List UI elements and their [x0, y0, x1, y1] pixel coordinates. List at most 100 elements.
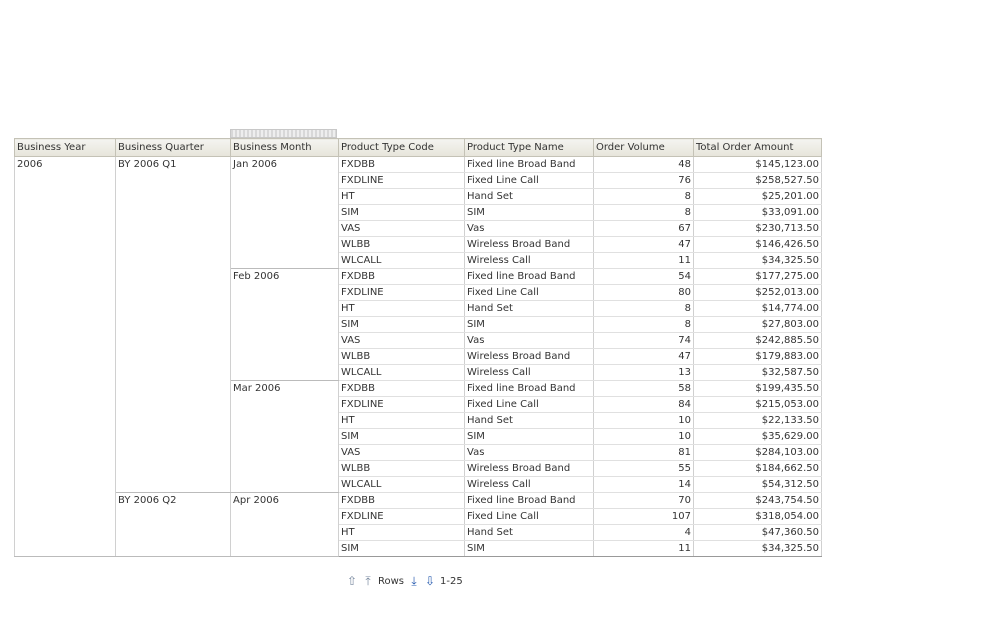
cell-product-type-name: Hand Set: [464, 300, 594, 317]
cell-order-volume: 4: [593, 524, 694, 541]
cell-business-quarter: BY 2006 Q2: [115, 492, 231, 557]
column-header-total-order-amount[interactable]: Total Order Amount: [693, 138, 822, 157]
table-row: VAS Vas 67 $230,713.50: [15, 220, 822, 237]
cell-total-order-amount: $252,013.00: [693, 284, 822, 301]
table-row: VAS Vas 74 $242,885.50: [15, 332, 822, 349]
cell-product-type-name: Wireless Broad Band: [464, 236, 594, 253]
cell-product-type-name: Wireless Call: [464, 364, 594, 381]
cell-total-order-amount: $318,054.00: [693, 508, 822, 525]
cell-product-type-name: Fixed Line Call: [464, 508, 594, 525]
cell-product-type-name: Vas: [464, 444, 594, 461]
cell-product-type-code: HT: [338, 300, 465, 317]
cell-product-type-name: SIM: [464, 540, 594, 557]
table-row: WLCALL Wireless Call 13 $32,587.50: [15, 364, 822, 381]
cell-order-volume: 8: [593, 316, 694, 333]
cell-product-type-code: FXDLINE: [338, 172, 465, 189]
cell-product-type-name: SIM: [464, 428, 594, 445]
cell-total-order-amount: $199,435.50: [693, 380, 822, 397]
table-row: WLBB Wireless Broad Band 47 $179,883.00: [15, 348, 822, 365]
cell-order-volume: 8: [593, 204, 694, 221]
cell-product-type-name: Fixed line Broad Band: [464, 380, 594, 397]
cell-total-order-amount: $27,803.00: [693, 316, 822, 333]
cell-total-order-amount: $47,360.50: [693, 524, 822, 541]
table-row: BY 2006 Q2 Apr 2006 FXDBB Fixed line Broad …: [15, 492, 822, 557]
table-row: SIM SIM 10 $35,629.00: [15, 428, 822, 445]
cell-total-order-amount: $22,133.50: [693, 412, 822, 429]
table-row: WLBB Wireless Broad Band 47 $146,426.50: [15, 236, 822, 253]
cell-product-type-name: SIM: [464, 204, 594, 221]
table-row: SIM SIM 8 $33,091.00: [15, 204, 822, 221]
table-row: FXDLINE Fixed Line Call 76 $258,527.50: [15, 172, 822, 189]
cell-product-type-code: FXDBB: [338, 156, 465, 173]
cell-product-type-name: Wireless Call: [464, 476, 594, 493]
cell-product-type-code: FXDLINE: [338, 284, 465, 301]
cell-product-type-name: Wireless Broad Band: [464, 348, 594, 365]
cell-total-order-amount: $242,885.50: [693, 332, 822, 349]
cell-product-type-code: WLCALL: [338, 364, 465, 381]
page-up-icon[interactable]: ⤒: [365, 574, 371, 588]
cell-order-volume: 11: [593, 252, 694, 269]
cell-business-month: Jan 2006: [230, 156, 339, 269]
cell-order-volume: 74: [593, 332, 694, 349]
column-header-order-volume[interactable]: Order Volume: [593, 138, 694, 157]
table-row: Mar 2006 FXDBB Fixed line Broad Band 58 $199…: [15, 380, 822, 493]
column-header-business-quarter[interactable]: Business Quarter: [115, 138, 231, 157]
cell-total-order-amount: $146,426.50: [693, 236, 822, 253]
cell-product-type-code: VAS: [338, 332, 465, 349]
cell-product-type-code: FXDLINE: [338, 396, 465, 413]
column-header-product-type-name[interactable]: Product Type Name: [464, 138, 594, 157]
cell-total-order-amount: $32,587.50: [693, 364, 822, 381]
cell-product-type-name: Hand Set: [464, 188, 594, 205]
cell-product-type-code: VAS: [338, 444, 465, 461]
cell-total-order-amount: $34,325.50: [693, 540, 822, 557]
column-drag-handle[interactable]: [230, 129, 337, 138]
cell-order-volume: 8: [593, 300, 694, 317]
cell-order-volume: 80: [593, 284, 694, 301]
cell-product-type-name: Wireless Broad Band: [464, 460, 594, 477]
cell-order-volume: 54: [593, 268, 694, 285]
arrow-up-icon[interactable]: ⇧: [346, 574, 358, 588]
table-row: WLCALL Wireless Call 14 $54,312.50: [15, 476, 822, 493]
cell-total-order-amount: $33,091.00: [693, 204, 822, 221]
cell-total-order-amount: $14,774.00: [693, 300, 822, 317]
cell-total-order-amount: $145,123.00: [693, 156, 822, 173]
table-row: FXDLINE Fixed Line Call 84 $215,053.00: [15, 396, 822, 413]
cell-product-type-code: SIM: [338, 316, 465, 333]
column-header-product-type-code[interactable]: Product Type Code: [338, 138, 465, 157]
table-row: VAS Vas 81 $284,103.00: [15, 444, 822, 461]
cell-order-volume: 70: [593, 492, 694, 509]
page-down-icon[interactable]: ⤓: [411, 574, 417, 588]
cell-product-type-name: Wireless Call: [464, 252, 594, 269]
cell-order-volume: 107: [593, 508, 694, 525]
table-row: SIM SIM 8 $27,803.00: [15, 316, 822, 333]
cell-product-type-code: FXDLINE: [338, 508, 465, 525]
cell-total-order-amount: $284,103.00: [693, 444, 822, 461]
table-row: WLBB Wireless Broad Band 55 $184,662.50: [15, 460, 822, 477]
column-header-business-year[interactable]: Business Year: [14, 138, 116, 157]
cell-total-order-amount: $54,312.50: [693, 476, 822, 493]
cell-product-type-code: SIM: [338, 428, 465, 445]
cell-product-type-name: Hand Set: [464, 412, 594, 429]
cell-total-order-amount: $35,629.00: [693, 428, 822, 445]
cell-total-order-amount: $34,325.50: [693, 252, 822, 269]
table-row: HT Hand Set 8 $14,774.00: [15, 300, 822, 317]
cell-product-type-code: VAS: [338, 220, 465, 237]
cell-total-order-amount: $177,275.00: [693, 268, 822, 285]
cell-order-volume: 47: [593, 236, 694, 253]
table-row: HT Hand Set 4 $47,360.50: [15, 524, 822, 541]
cell-product-type-code: WLBB: [338, 460, 465, 477]
cell-order-volume: 47: [593, 348, 694, 365]
column-header-business-month[interactable]: Business Month: [230, 138, 339, 157]
cell-product-type-code: WLCALL: [338, 476, 465, 493]
arrow-down-icon[interactable]: ⇩: [424, 574, 436, 588]
cell-total-order-amount: $230,713.50: [693, 220, 822, 237]
cell-business-month: Apr 2006: [230, 492, 339, 557]
pivot-table: Business Year Business Quarter Business …: [14, 138, 822, 557]
cell-total-order-amount: $184,662.50: [693, 460, 822, 477]
cell-total-order-amount: $179,883.00: [693, 348, 822, 365]
cell-order-volume: 13: [593, 364, 694, 381]
table-row: HT Hand Set 10 $22,133.50: [15, 412, 822, 429]
cell-order-volume: 10: [593, 412, 694, 429]
table-row: SIM SIM 11 $34,325.50: [15, 540, 822, 557]
pager: ⇧ ⤒ Rows ⤓ ⇩ 1-25: [345, 572, 464, 590]
